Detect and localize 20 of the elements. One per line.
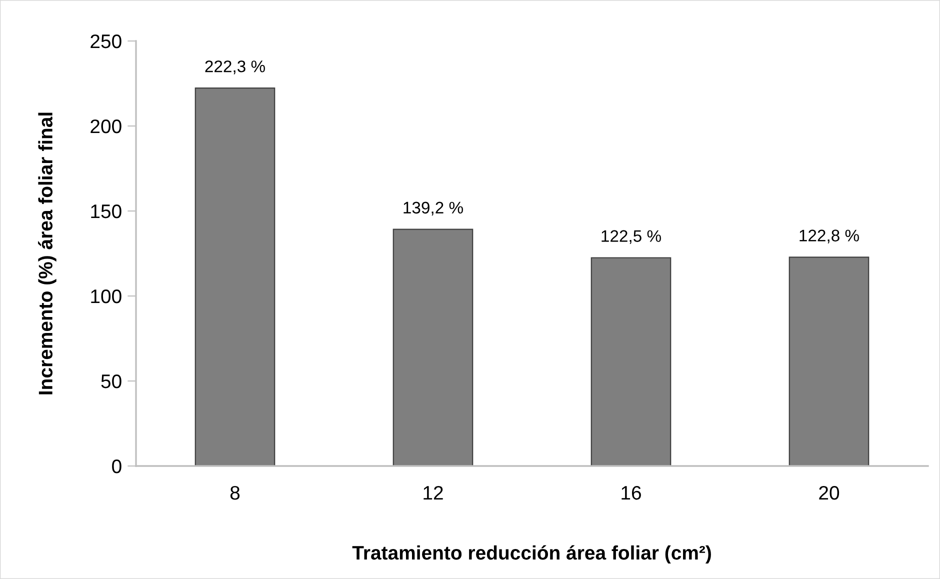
data-label: 122,8 %: [800, 230, 859, 244]
y-tick-label: 250: [90, 34, 122, 48]
y-tick-label: 50: [101, 374, 122, 388]
y-tick-label: 150: [91, 204, 122, 218]
data-label: 222,3 %: [205, 60, 265, 74]
x-tick-label: 8: [230, 486, 240, 500]
x-axis-title: Tratamiento reducción área foliar (cm²): [352, 545, 711, 564]
bar: [392, 228, 474, 466]
y-tick-label: 200: [90, 119, 122, 134]
bar: [590, 257, 672, 466]
y-axis-title: Incremento (%) área foliar final: [38, 112, 56, 394]
y-tick-label: 0: [112, 459, 122, 474]
x-tick-label: 20: [819, 486, 840, 500]
bar: [788, 256, 870, 466]
data-label: 139,2 %: [404, 202, 463, 216]
y-tick-label: 100: [91, 289, 122, 304]
data-label: 122,5 %: [602, 230, 661, 244]
x-tick-label: 12: [424, 486, 443, 500]
bar: [194, 88, 276, 466]
x-tick-label: 16: [622, 486, 641, 500]
